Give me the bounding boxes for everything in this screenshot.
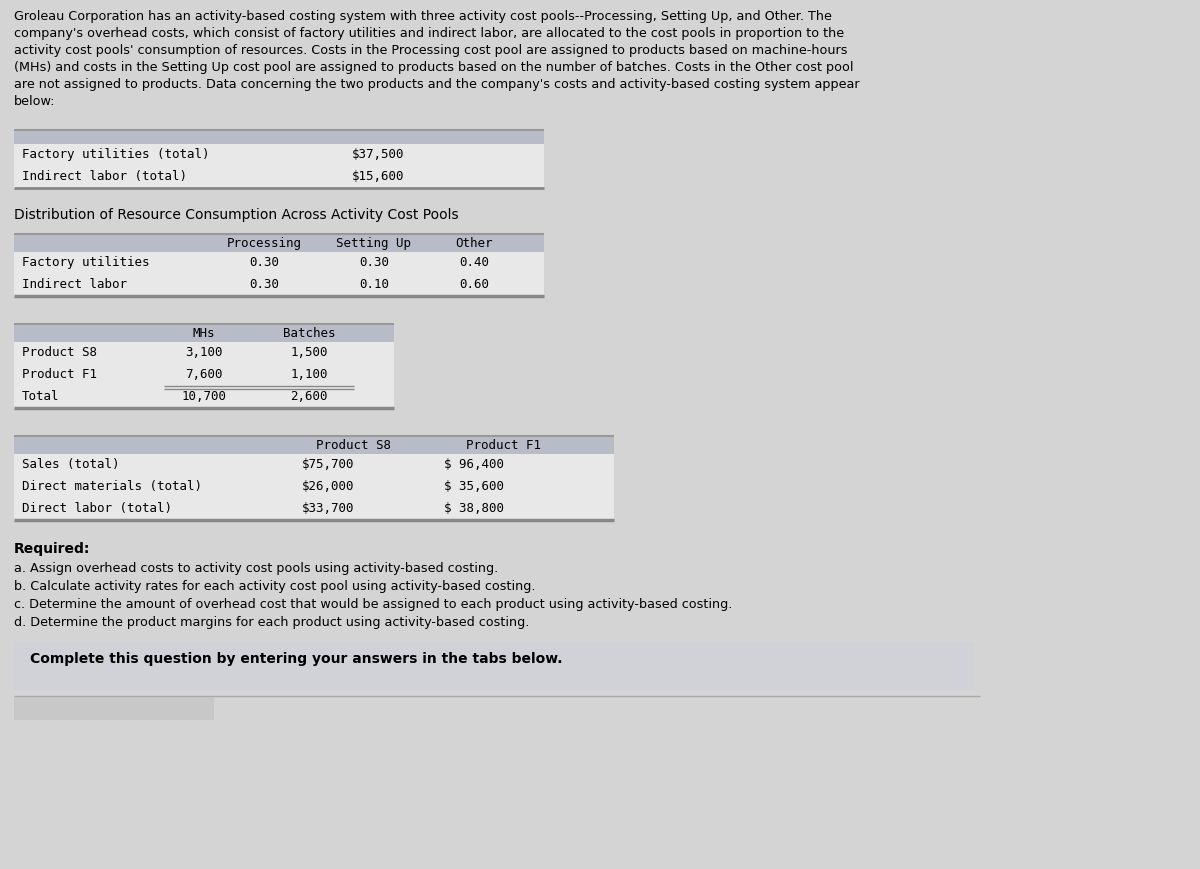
Text: a. Assign overhead costs to activity cost pools using activity-based costing.: a. Assign overhead costs to activity cos… — [14, 562, 498, 575]
Text: c. Determine the amount of overhead cost that would be assigned to each product : c. Determine the amount of overhead cost… — [14, 598, 732, 611]
Text: Required:: Required: — [14, 542, 90, 556]
Text: $26,000: $26,000 — [301, 480, 354, 493]
Bar — [14, 130, 544, 144]
Text: Direct materials (total): Direct materials (total) — [22, 480, 202, 493]
Text: are not assigned to products. Data concerning the two products and the company's: are not assigned to products. Data conce… — [14, 78, 859, 91]
Text: $33,700: $33,700 — [301, 502, 354, 515]
Text: $ 96,400: $ 96,400 — [444, 458, 504, 471]
Text: MHs: MHs — [193, 327, 215, 340]
Text: 7,600: 7,600 — [185, 368, 223, 381]
Text: 0.30: 0.30 — [250, 278, 278, 291]
Text: 10,700: 10,700 — [181, 390, 227, 403]
Bar — [14, 642, 974, 690]
Text: 3,100: 3,100 — [185, 346, 223, 359]
Text: 0.30: 0.30 — [250, 256, 278, 269]
Text: 2,600: 2,600 — [290, 390, 328, 403]
Text: Factory utilities (total): Factory utilities (total) — [22, 148, 210, 161]
Bar — [14, 324, 394, 342]
Text: b. Calculate activity rates for each activity cost pool using activity-based cos: b. Calculate activity rates for each act… — [14, 580, 535, 593]
Text: Sales (total): Sales (total) — [22, 458, 120, 471]
Text: Groleau Corporation has an activity-based costing system with three activity cos: Groleau Corporation has an activity-base… — [14, 10, 832, 23]
Text: 0.60: 0.60 — [458, 278, 490, 291]
Text: 0.40: 0.40 — [458, 256, 490, 269]
Text: (MHs) and costs in the Setting Up cost pool are assigned to products based on th: (MHs) and costs in the Setting Up cost p… — [14, 61, 853, 74]
Text: Batches: Batches — [283, 327, 335, 340]
Text: company's overhead costs, which consist of factory utilities and indirect labor,: company's overhead costs, which consist … — [14, 27, 844, 40]
Text: Indirect labor: Indirect labor — [22, 278, 127, 291]
Text: Product S8: Product S8 — [317, 439, 391, 452]
Text: $37,500: $37,500 — [352, 148, 404, 161]
Bar — [14, 252, 544, 296]
Bar — [14, 696, 214, 720]
Bar — [14, 454, 614, 520]
Text: activity cost pools' consumption of resources. Costs in the Processing cost pool: activity cost pools' consumption of reso… — [14, 44, 847, 57]
Text: Total: Total — [22, 390, 60, 403]
Text: below:: below: — [14, 95, 55, 108]
Text: Distribution of Resource Consumption Across Activity Cost Pools: Distribution of Resource Consumption Acr… — [14, 208, 458, 222]
Text: 1,100: 1,100 — [290, 368, 328, 381]
Text: 0.30: 0.30 — [359, 256, 389, 269]
Text: Processing: Processing — [227, 237, 301, 250]
Text: $ 35,600: $ 35,600 — [444, 480, 504, 493]
Text: Setting Up: Setting Up — [336, 237, 412, 250]
Text: 1,500: 1,500 — [290, 346, 328, 359]
Text: Product F1: Product F1 — [22, 368, 97, 381]
Bar — [14, 436, 614, 454]
Text: Product S8: Product S8 — [22, 346, 97, 359]
Text: 0.10: 0.10 — [359, 278, 389, 291]
Text: Direct labor (total): Direct labor (total) — [22, 502, 172, 515]
Text: Complete this question by entering your answers in the tabs below.: Complete this question by entering your … — [30, 652, 563, 666]
Text: $ 38,800: $ 38,800 — [444, 502, 504, 515]
Bar — [14, 234, 544, 252]
Text: Indirect labor (total): Indirect labor (total) — [22, 170, 187, 183]
Text: d. Determine the product margins for each product using activity-based costing.: d. Determine the product margins for eac… — [14, 616, 529, 629]
Text: $75,700: $75,700 — [301, 458, 354, 471]
Text: $15,600: $15,600 — [352, 170, 404, 183]
Bar — [14, 342, 394, 408]
Text: Product F1: Product F1 — [467, 439, 541, 452]
Text: Other: Other — [455, 237, 493, 250]
Bar — [14, 144, 544, 188]
Text: Factory utilities: Factory utilities — [22, 256, 150, 269]
